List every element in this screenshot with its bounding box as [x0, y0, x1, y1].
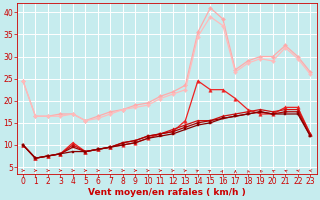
X-axis label: Vent moyen/en rafales ( km/h ): Vent moyen/en rafales ( km/h ) [88, 188, 245, 197]
